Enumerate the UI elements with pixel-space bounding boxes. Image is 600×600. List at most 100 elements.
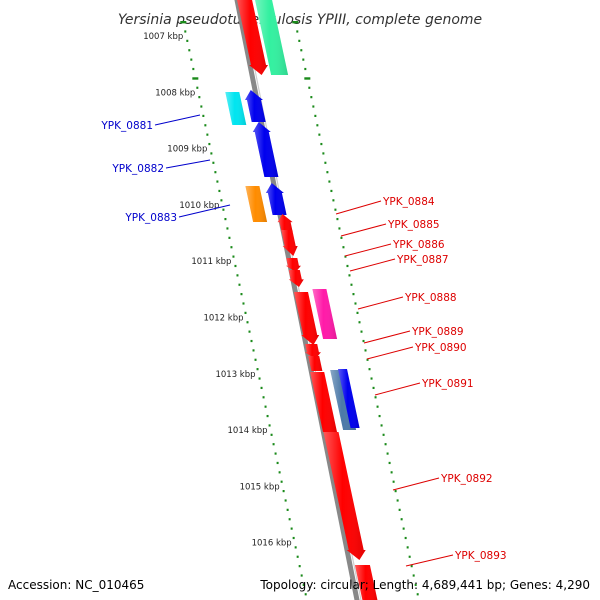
minor-tick [392, 480, 395, 483]
gene-magenta-ypk_0888-shading [312, 289, 338, 339]
gene-blue-ypk_0891-shading [338, 369, 360, 428]
minor-tick [238, 283, 241, 286]
minor-tick [360, 330, 363, 333]
minor-tick [262, 396, 265, 399]
minor-tick [300, 49, 303, 52]
leader-line [178, 204, 231, 218]
leader-line [344, 243, 392, 257]
minor-tick [190, 58, 193, 61]
minor-tick [296, 555, 299, 558]
minor-tick [216, 180, 219, 183]
gene-label-right: YPK_0884 [382, 196, 435, 208]
minor-tick [414, 583, 417, 586]
minor-tick [302, 58, 305, 61]
leader-line [335, 200, 382, 215]
minor-tick [330, 189, 333, 193]
minor-tick [402, 527, 405, 530]
minor-tick [334, 208, 337, 211]
minor-tick [186, 39, 189, 42]
minor-tick [288, 518, 291, 521]
minor-tick [396, 499, 399, 502]
gene-red-ypk_0888-shading [294, 292, 320, 345]
minor-tick [314, 114, 317, 117]
gene-label-right: YPK_0891 [421, 378, 474, 390]
minor-tick [336, 217, 339, 221]
minor-tick [258, 377, 261, 380]
major-tick [192, 77, 199, 80]
leader-line [165, 159, 211, 169]
leader-line [357, 296, 404, 310]
gene-green-shading [255, 0, 289, 75]
minor-tick [248, 330, 251, 333]
gene-red-ypk_0892-shading [323, 432, 366, 560]
gene-cyan-ypk_0881-shading [225, 92, 247, 125]
minor-tick [310, 96, 313, 99]
minor-tick [272, 443, 275, 446]
minor-tick [416, 593, 419, 596]
minor-tick [208, 142, 211, 146]
minor-tick [250, 339, 253, 343]
minor-tick [386, 452, 389, 455]
minor-tick [324, 161, 327, 164]
scale-label: 1009 kbp [167, 145, 207, 155]
leader-line [405, 554, 454, 567]
left-tick-track [180, 21, 307, 596]
minor-tick [408, 555, 411, 558]
minor-tick [252, 349, 255, 352]
gene-red-ypk_0893-shading [354, 565, 378, 600]
minor-tick [304, 67, 307, 71]
minor-tick [356, 311, 359, 314]
minor-tick [234, 264, 237, 268]
minor-tick [362, 339, 365, 343]
gene-features [225, 0, 378, 600]
leader-line [374, 382, 421, 396]
minor-tick [294, 546, 297, 549]
gene-label-right: YPK_0885 [387, 219, 440, 231]
scale-ticks: 1007 kbp 1008 kbp 1009 kbp 1010 kbp 1011 kbp… [143, 21, 419, 596]
minor-tick [264, 405, 267, 408]
minor-tick [384, 443, 387, 446]
topology-label: Topology: circular; Length: 4,689,441 bp… [260, 578, 590, 592]
minor-tick [292, 536, 295, 540]
minor-tick [284, 499, 287, 502]
minor-tick [342, 246, 345, 249]
minor-tick [224, 217, 227, 221]
gene-red-ypk_0887-shading [288, 270, 304, 287]
minor-tick [370, 377, 373, 380]
gene-blue-ypk_0883-shading [265, 183, 287, 215]
leader-line [366, 346, 414, 360]
gene-labels: YPK_0881 YPK_0882 YPK_0883 YPK_0884 YPK_0885… [100, 114, 507, 567]
scale-label: 1007 kbp [143, 32, 183, 42]
minor-tick [340, 236, 343, 239]
minor-tick [256, 368, 259, 371]
minor-tick [358, 321, 361, 324]
minor-tick [280, 480, 283, 483]
minor-tick [220, 199, 223, 202]
minor-tick [212, 161, 215, 164]
minor-tick [308, 86, 311, 89]
gene-label-right: YPK_0888 [404, 292, 457, 304]
scale-label: 1013 kbp [215, 370, 255, 380]
minor-tick [286, 508, 289, 511]
minor-tick [214, 171, 217, 174]
minor-tick [406, 546, 409, 549]
minor-tick [202, 114, 205, 117]
minor-tick [364, 349, 367, 352]
gene-red-ypk_0884-shading [277, 214, 293, 232]
minor-tick [382, 433, 385, 436]
gene-label-right: YPK_0890 [414, 342, 467, 354]
gene-label-left: YPK_0883 [124, 212, 177, 224]
minor-tick [198, 96, 201, 99]
gene-label-right: YPK_0887 [396, 254, 449, 266]
gene-red-ypk_0890-shading [308, 356, 323, 371]
minor-tick [282, 490, 285, 493]
minor-tick [304, 593, 307, 596]
minor-tick [236, 274, 239, 277]
right-tick-track [292, 21, 419, 596]
major-tick [292, 21, 299, 24]
minor-tick [398, 508, 401, 511]
minor-tick [290, 527, 293, 530]
minor-tick [390, 471, 393, 474]
minor-tick [242, 302, 245, 305]
